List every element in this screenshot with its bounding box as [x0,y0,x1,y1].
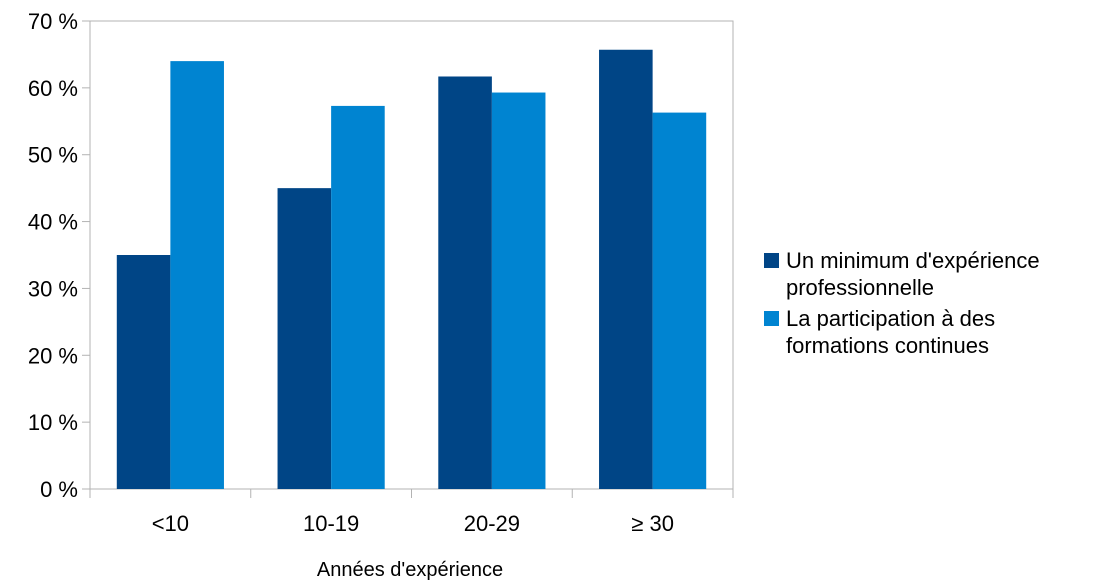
bar-series-2 [170,61,224,489]
legend-label-series-2: La participation à des formations contin… [786,306,996,358]
y-tick-label: 70 % [28,9,78,34]
y-tick-label: 20 % [28,343,78,368]
bar-series-1 [116,255,171,489]
x-tick-label: ≥ 30 [631,511,674,536]
x-tick-label: 10-19 [303,511,359,536]
bar-series-1 [599,49,653,490]
y-tick-label: 0 % [40,477,78,502]
bar-series-1 [277,188,332,489]
y-tick-label: 50 % [28,143,78,168]
bar-series-2 [652,112,707,489]
bar-series-1 [438,76,492,490]
legend-swatch-series-1 [764,253,779,268]
legend: Un minimum d'expérience professionnelle … [764,247,1094,363]
legend-label-series-1: Un minimum d'expérience professionnelle [786,248,1040,300]
bar-series-2 [331,105,385,489]
y-tick-label: 30 % [28,276,78,301]
y-axis: 0 % 10 % 20 % 30 % 40 % 50 % 60 % 70 % [28,9,90,502]
legend-item-series-2: La participation à des formations contin… [764,305,1094,359]
y-tick-label: 10 % [28,410,78,435]
legend-swatch-series-2 [764,311,779,326]
y-tick-label: 40 % [28,210,78,235]
bars [116,49,707,490]
bar-series-2 [491,92,546,489]
x-tick-label: <10 [152,511,189,536]
y-tick-label: 60 % [28,76,78,101]
x-axis-title: Années d'expérience [317,559,503,581]
x-axis: <10 10-19 20-29 ≥ 30 [89,489,734,536]
x-tick-label: 20-29 [464,511,520,536]
legend-item-series-1: Un minimum d'expérience professionnelle [764,247,1094,301]
